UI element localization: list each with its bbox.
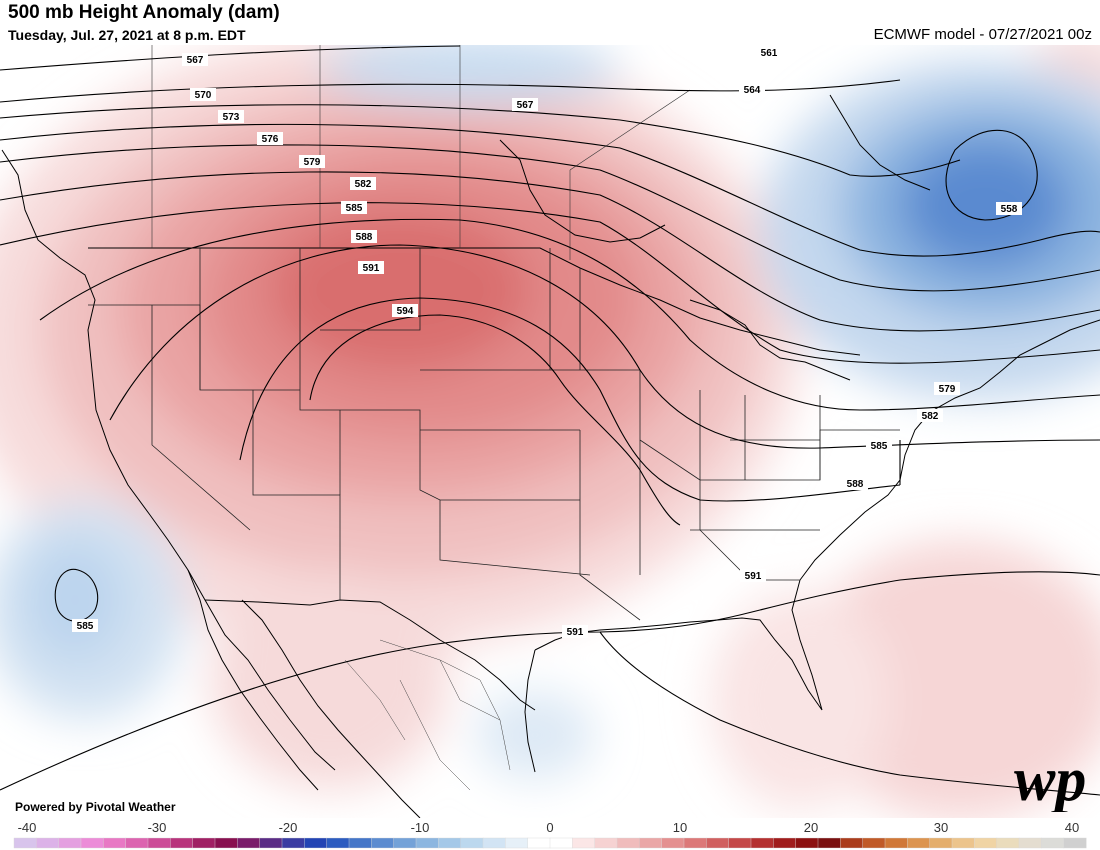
contour-label: 594 [397,306,414,317]
colorbar-swatch [951,837,975,849]
state-boundaries [88,248,900,621]
colorbar-tick: 20 [804,820,818,835]
contour-label: 561 [761,48,778,59]
colorbar-tick: 30 [934,820,948,835]
colorbar-swatch [884,837,908,849]
colorbar-swatch [237,837,261,849]
colorbar-swatches [13,837,1087,849]
colorbar-swatch [259,837,283,849]
colorbar-swatch [281,837,305,849]
contour-label: 585 [346,203,363,214]
colorbar-swatch [728,837,752,849]
colorbar-tick: -10 [411,820,430,835]
colorbar-swatch [58,837,82,849]
colorbar-swatch [616,837,640,849]
contour-label: 570 [195,90,212,101]
colorbar-swatch [192,837,216,849]
contour-label: 591 [567,627,584,638]
credit-text: Powered by Pivotal Weather [15,800,176,814]
colorbar-ticks: -40 -30 -20 -10 0 10 20 30 40 [18,820,1080,835]
contour-label: 591 [745,571,762,582]
colorbar-swatch [907,837,931,849]
anomaly-map: 567 570 573 576 579 582 585 588 591 594 … [0,45,1100,820]
colorbar-swatch [974,837,998,849]
colorbar-swatch [170,837,194,849]
colorbar-swatch [773,837,797,849]
colorbar-swatch [572,837,596,849]
colorbar-tick: -20 [279,820,298,835]
colorbar-swatch [125,837,149,849]
contour-label: 579 [939,384,956,395]
colorbar-swatch [80,837,104,849]
colorbar-swatch [482,837,506,849]
colorbar-swatch [840,837,864,849]
contour-label: 588 [847,479,864,490]
colorbar-swatch [393,837,417,849]
map-title: 500 mb Height Anomaly (dam) [8,2,280,23]
contour-label: 582 [922,411,939,422]
colorbar-swatch [147,837,171,849]
colorbar-swatch [326,837,350,849]
colorbar-swatch [996,837,1020,849]
colorbar-tick: 10 [673,820,687,835]
colorbar-swatch [214,837,238,849]
contour-label: 585 [871,441,888,452]
colorbar-swatch [1018,837,1042,849]
contour-label: 591 [363,263,380,274]
colorbar-tick: -40 [18,820,37,835]
colorbar-swatch [549,837,573,849]
colorbar-tick: -30 [148,820,167,835]
model-run-label: ECMWF model - 07/27/2021 00z [873,26,1092,43]
contour-label: 579 [304,157,321,168]
contour-label: 567 [187,55,204,66]
colorbar: -40 -30 -20 -10 0 10 20 30 40 [0,818,1100,850]
mexico-state-lines [344,639,511,791]
colorbar-swatch [460,837,484,849]
colorbar-swatch [36,837,60,849]
colorbar-swatch [750,837,774,849]
canada-province-lines [151,45,691,260]
contour-label: 573 [223,112,240,123]
colorbar-swatch [683,837,707,849]
contour-label: 567 [517,100,534,111]
colorbar-tick: 40 [1065,820,1079,835]
map-valid-time: Tuesday, Jul. 27, 2021 at 8 p.m. EDT [8,27,246,43]
height-contours [0,45,1100,796]
colorbar-swatch [639,837,663,849]
contour-label: 585 [77,621,94,632]
contour-label: 558 [1001,204,1018,215]
contour-label: 582 [355,179,372,190]
colorbar-swatch [415,837,439,849]
colorbar-swatch [527,837,551,849]
colorbar-swatch [862,837,886,849]
contour-labels: 567 570 573 576 579 582 585 588 591 594 … [72,46,1022,638]
logo-text: wp [1014,746,1086,812]
colorbar-swatch [706,837,730,849]
anomaly-shading [0,45,1100,820]
contour-label: 564 [744,85,761,96]
colorbar-swatch [1063,837,1087,849]
colorbar-swatch [13,837,37,849]
header: 500 mb Height Anomaly (dam) Tuesday, Jul… [0,0,1100,45]
colorbar-swatch [348,837,372,849]
colorbar-swatch [304,837,328,849]
colorbar-swatch [594,837,618,849]
colorbar-swatch [505,837,529,849]
colorbar-swatch [1041,837,1065,849]
colorbar-swatch [929,837,953,849]
colorbar-swatch [371,837,395,849]
colorbar-swatch [795,837,819,849]
wp-logo: wp [1014,746,1086,812]
colorbar-swatch [103,837,127,849]
colorbar-swatch [817,837,841,849]
colorbar-swatch [661,837,685,849]
contour-label: 576 [262,134,279,145]
colorbar-tick: 0 [546,820,553,835]
colorbar-swatch [438,837,462,849]
contour-label: 588 [356,232,373,243]
